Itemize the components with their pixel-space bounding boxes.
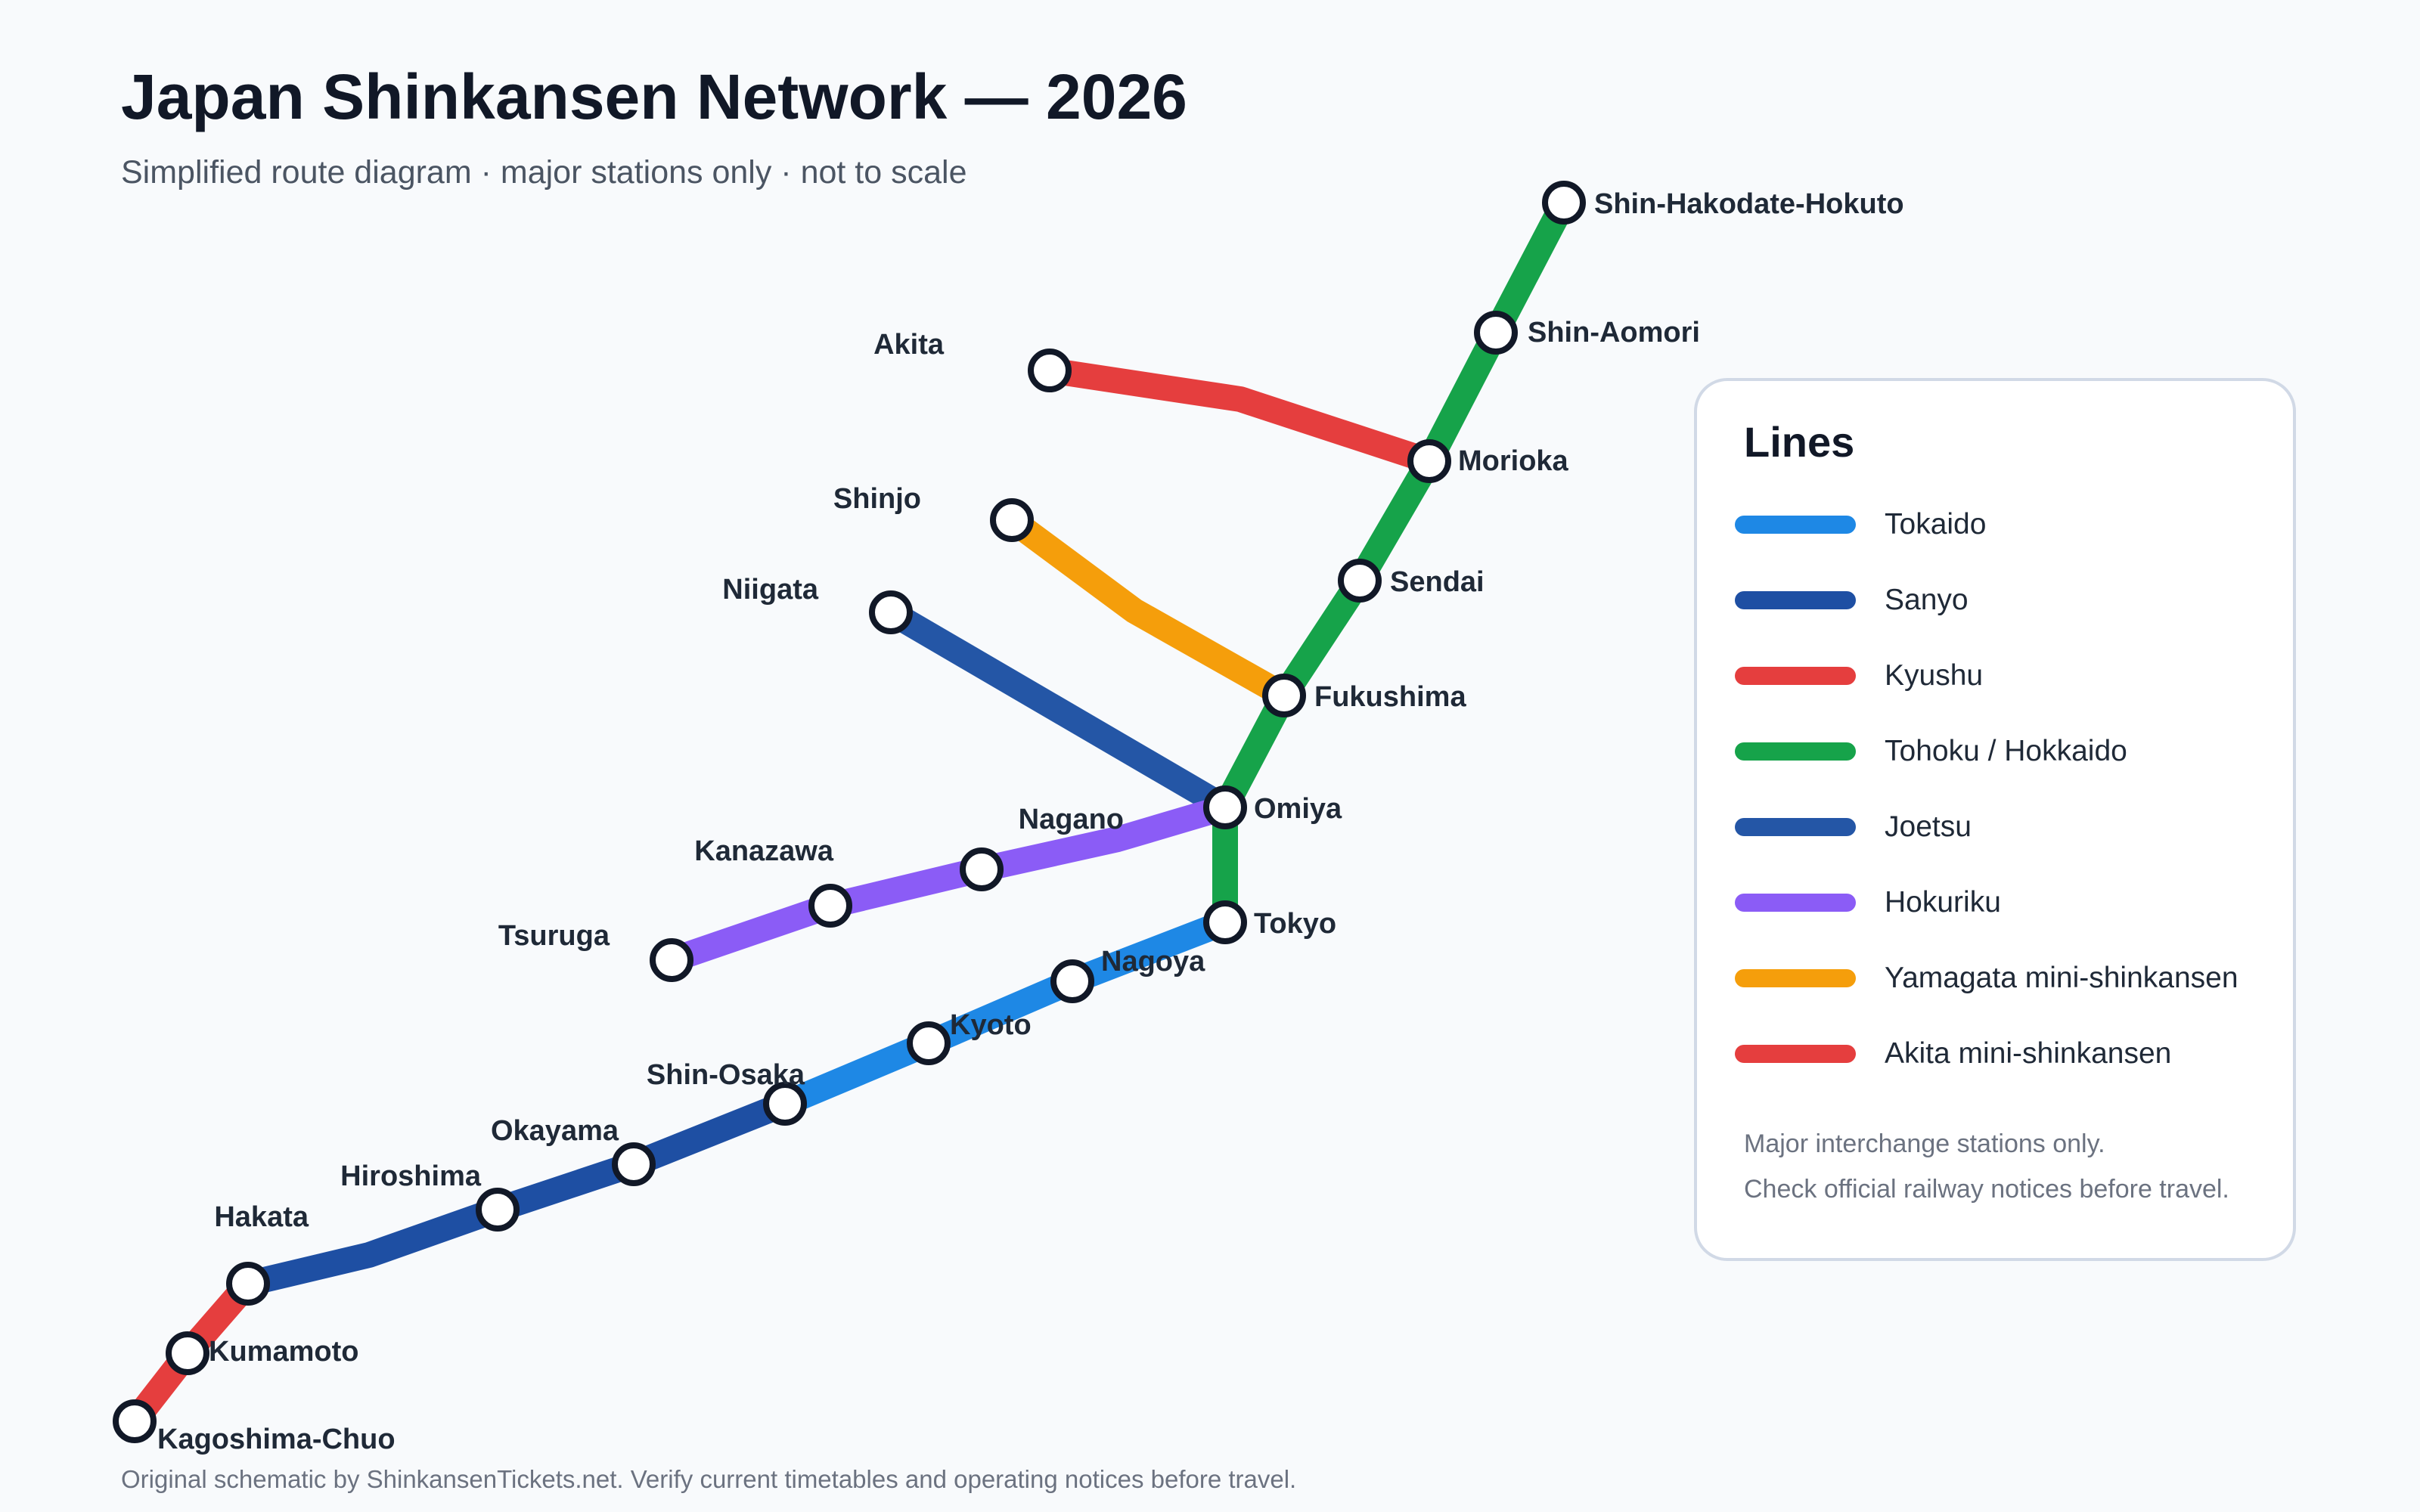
station-fukushima[interactable] xyxy=(1262,674,1306,717)
station-label-shinjo: Shinjo xyxy=(833,483,921,515)
station-nagano[interactable] xyxy=(960,847,1004,891)
station-kyoto[interactable] xyxy=(907,1021,951,1065)
station-sendai[interactable] xyxy=(1338,559,1382,603)
legend-swatch xyxy=(1735,894,1856,912)
legend-note: Major interchange stations only. xyxy=(1744,1129,2105,1158)
station-omiya[interactable] xyxy=(1203,785,1247,829)
footer-credit: Original schematic by ShinkansenTickets.… xyxy=(121,1465,1297,1493)
station-kumamoto[interactable] xyxy=(166,1331,209,1375)
station-label-tsuruga: Tsuruga xyxy=(498,920,610,952)
legend-swatch xyxy=(1735,667,1856,685)
legend-label: Joetsu xyxy=(1885,810,1972,843)
station-hakata[interactable] xyxy=(226,1262,270,1306)
station-shin-aomori[interactable] xyxy=(1474,311,1518,355)
station-label-morioka: Morioka xyxy=(1458,445,1569,477)
station-tsuruga[interactable] xyxy=(650,938,693,982)
station-label-kanazawa: Kanazawa xyxy=(694,835,834,867)
route-lines xyxy=(124,197,1576,1430)
station-akita[interactable] xyxy=(1028,349,1072,392)
legend-label: Tokaido xyxy=(1885,508,1987,541)
legend-item-hokuriku: Hokuriku xyxy=(1735,880,2001,925)
legend-label: Hokuriku xyxy=(1885,886,2001,919)
station-label-nagoya: Nagoya xyxy=(1101,946,1205,978)
legend-item-yamagata: Yamagata mini-shinkansen xyxy=(1735,956,2238,1001)
line-akita xyxy=(1047,358,1434,474)
legend-swatch xyxy=(1735,1045,1856,1063)
legend-title: Lines xyxy=(1744,418,1855,466)
legend-item-tokaido: Tokaido xyxy=(1735,502,1986,547)
page-subtitle: Simplified route diagram · major station… xyxy=(121,154,967,191)
station-niigata[interactable] xyxy=(869,590,913,634)
legend-note: Check official railway notices before tr… xyxy=(1744,1175,2229,1204)
line-tokaido xyxy=(780,910,1230,1116)
line-joetsu xyxy=(884,601,1232,819)
station-label-kagoshima-chuo: Kagoshima-Chuo xyxy=(157,1424,396,1455)
station-labels: Shin-Hakodate-Hokuto Shin-Aomori Akita Mori… xyxy=(157,188,1904,1455)
legend-swatch xyxy=(1735,591,1856,609)
station-label-fukushima: Fukushima xyxy=(1314,681,1466,713)
station-tokyo[interactable] xyxy=(1203,900,1247,944)
station-shin-osaka[interactable] xyxy=(763,1082,807,1126)
station-label-akita: Akita xyxy=(873,329,945,361)
station-kagoshima-chuo[interactable] xyxy=(113,1399,157,1443)
legend-panel: Lines Tokaido Sanyo Kyushu Tohoku / Hokkaid… xyxy=(1694,378,2296,1261)
station-label-omiya: Omiya xyxy=(1254,793,1342,825)
station-shinjo[interactable] xyxy=(990,498,1034,542)
station-label-tokyo: Tokyo xyxy=(1254,908,1336,940)
station-hiroshima[interactable] xyxy=(476,1188,520,1232)
station-label-sendai: Sendai xyxy=(1390,566,1485,598)
legend-label: Kyushu xyxy=(1885,659,1984,692)
legend-swatch xyxy=(1735,516,1856,534)
station-label-okayama: Okayama xyxy=(491,1115,619,1147)
legend-label: Akita mini-shinkansen xyxy=(1885,1037,2172,1070)
legend-label: Sanyo xyxy=(1885,584,1969,616)
station-nagoya[interactable] xyxy=(1050,959,1094,1003)
station-label-nagano: Nagano xyxy=(1019,804,1124,835)
legend-label: Yamagata mini-shinkansen xyxy=(1885,962,2238,994)
legend-item-sanyo: Sanyo xyxy=(1735,578,1969,623)
page-title: Japan Shinkansen Network — 2026 xyxy=(121,61,1187,132)
station-shin-hakodate-hokuto[interactable] xyxy=(1542,181,1586,225)
station-label-shin-hakodate-hokuto: Shin-Hakodate-Hokuto xyxy=(1594,188,1904,220)
station-okayama[interactable] xyxy=(612,1142,656,1186)
legend-item-joetsu: Joetsu xyxy=(1735,804,1972,850)
legend-item-akita: Akita mini-shinkansen xyxy=(1735,1031,2171,1077)
station-label-hiroshima: Hiroshima xyxy=(340,1160,482,1192)
station-kanazawa[interactable] xyxy=(808,884,852,928)
station-label-shin-osaka: Shin-Osaka xyxy=(647,1059,805,1091)
station-label-niigata: Niigata xyxy=(722,574,819,606)
legend-item-kyushu: Kyushu xyxy=(1735,653,1983,699)
legend-item-tohoku-hokkaido: Tohoku / Hokkaido xyxy=(1735,729,2127,774)
legend-label: Tohoku / Hokkaido xyxy=(1885,735,2127,767)
legend-swatch xyxy=(1735,969,1856,987)
line-yamagata xyxy=(1004,510,1291,707)
station-label-kumamoto: Kumamoto xyxy=(209,1336,358,1368)
station-markers xyxy=(113,181,1586,1443)
station-label-shin-aomori: Shin-Aomori xyxy=(1528,317,1700,349)
line-hokuriku xyxy=(667,795,1229,973)
station-label-hakata: Hakata xyxy=(214,1201,309,1233)
station-morioka[interactable] xyxy=(1407,439,1451,483)
legend-swatch xyxy=(1735,742,1856,761)
station-label-kyoto: Kyoto xyxy=(950,1009,1032,1041)
legend-swatch xyxy=(1735,818,1856,836)
